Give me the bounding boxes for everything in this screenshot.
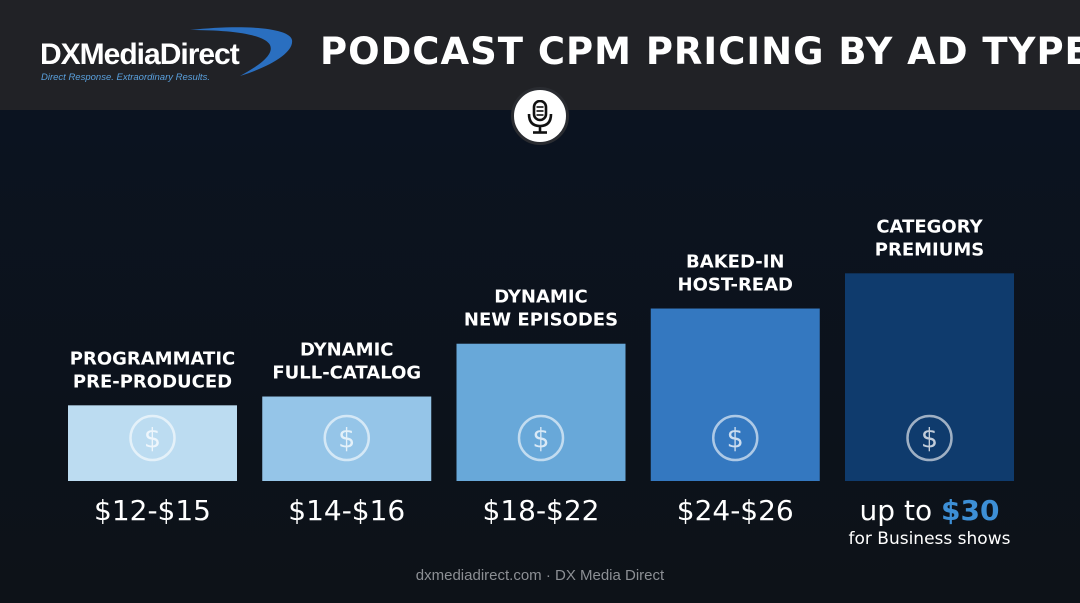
- bar-1: [68, 405, 237, 481]
- footer-text: dxmediadirect.com · DX Media Direct: [415, 567, 665, 584]
- dollar-icon: $: [129, 414, 176, 462]
- value-label: up to $30: [860, 494, 1000, 527]
- dollar-icon-ring: [129, 414, 176, 462]
- dollar-icon: $: [517, 414, 565, 462]
- value-label: $14-$16: [288, 494, 405, 527]
- dollar-icon-glyph: $: [338, 424, 355, 455]
- microphone-icon: [527, 100, 553, 134]
- dollar-icon-glyph: $: [144, 424, 161, 455]
- category-label: DYNAMIC: [300, 340, 393, 361]
- value-prefix: up to: [860, 494, 941, 527]
- dollar-icon-glyph: $: [727, 424, 744, 455]
- value-highlight: $30: [941, 494, 999, 527]
- category-label: PRE-PRODUCED: [73, 371, 232, 392]
- logo-tagline: Direct Response. Extraordinary Results.: [41, 72, 210, 83]
- category-label: HOST-READ: [678, 275, 793, 296]
- company-logo: DXMediaDirect Direct Response. Extraordi…: [40, 26, 300, 86]
- category-label: PROGRAMMATIC: [70, 348, 235, 369]
- bar-3: [456, 343, 626, 481]
- dollar-icon-ring: [323, 414, 370, 462]
- value-label: $12-$15: [94, 494, 211, 527]
- category-label: BAKED-IN: [686, 252, 784, 273]
- dollar-icon-ring: [906, 414, 953, 462]
- category-label: PREMIUMS: [875, 239, 984, 260]
- dollar-icon-ring: [712, 414, 759, 462]
- dollar-icon-ring: [517, 414, 565, 462]
- logo-swoosh-icon: [190, 27, 293, 76]
- value-note: for Business shows: [849, 529, 1011, 549]
- value-label: $24-$26: [677, 494, 794, 527]
- dollar-icon-glyph: $: [532, 424, 549, 455]
- logo-text: DXMediaDirect: [40, 38, 240, 71]
- bar-4: [650, 308, 820, 481]
- dollar-icon: $: [323, 414, 370, 462]
- category-label: FULL-CATALOG: [272, 363, 421, 384]
- category-label: NEW EPISODES: [464, 310, 618, 331]
- category-label: CATEGORY: [876, 216, 983, 237]
- bar-2: [262, 396, 432, 481]
- dollar-icon: $: [906, 414, 953, 462]
- category-label: DYNAMIC: [494, 287, 587, 308]
- bar-5: [845, 273, 1014, 481]
- microphone-badge: [511, 87, 569, 145]
- value-label: $18-$22: [483, 494, 600, 527]
- page-title: PODCAST CPM PRICING BY AD TYPE: [320, 30, 1080, 73]
- dollar-icon: $: [712, 414, 759, 462]
- dollar-icon-glyph: $: [921, 424, 938, 455]
